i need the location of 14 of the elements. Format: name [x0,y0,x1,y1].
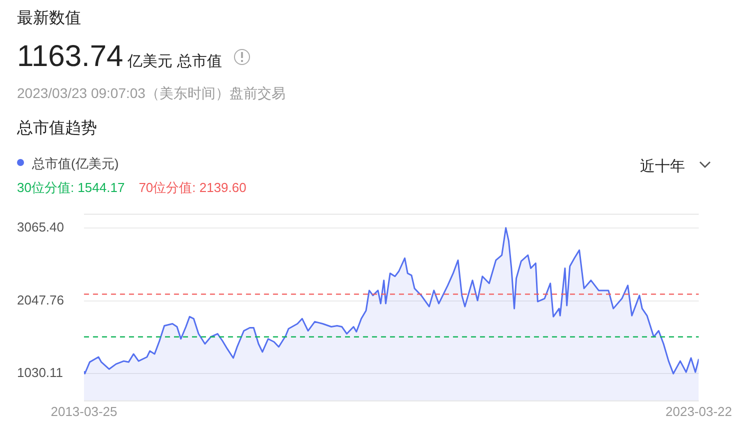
text: 近十年 [640,158,685,175]
y-tick-label: 1030.11 [17,365,64,380]
y-tick-label: 3065.40 [17,219,64,234]
ref-line-label: 70位分值: 2139.60 [138,180,246,195]
legend-label: 总市值(亿美元) [31,156,119,171]
ref-line-label: 30位分值: 1544.17 [17,180,125,195]
text: 亿美元 总市值 [128,53,222,70]
text: 2023/03/23 09:07:03（美东时间）盘前交易 [17,85,286,103]
y-tick-label: 2047.76 [17,292,64,308]
text: 1163.74 [17,40,124,73]
text: 最新数值 [17,8,81,29]
chart-title: 总市值趋势 [17,118,97,139]
x-tick-label: 2013-03-25 [50,404,118,419]
x-tick-label: 2023-03-22 [666,404,732,419]
